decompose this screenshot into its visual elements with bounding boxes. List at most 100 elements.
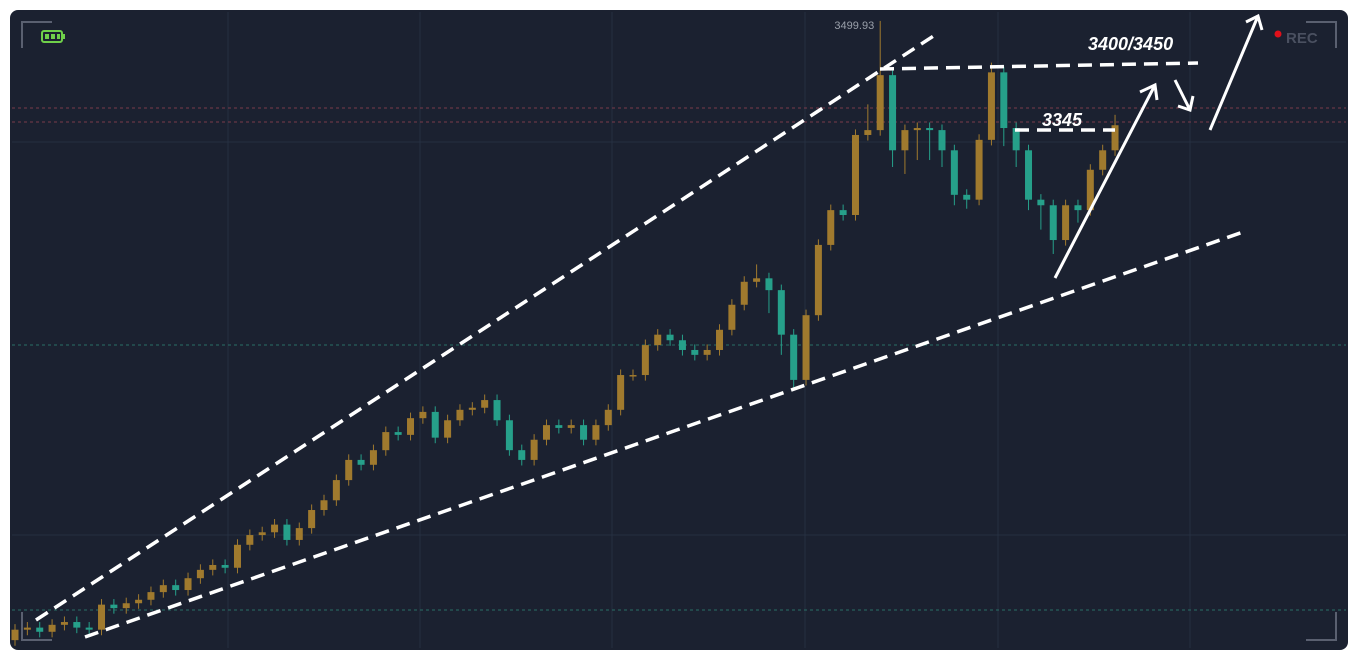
drawings <box>35 13 1264 639</box>
candle-body <box>122 603 130 609</box>
candle-body <box>60 622 68 625</box>
candle-body <box>617 375 625 410</box>
candle-body <box>1111 125 1119 151</box>
candle-body <box>530 439 538 460</box>
candle-body <box>926 128 934 131</box>
candle-body <box>431 411 439 438</box>
battery-icon <box>41 30 65 43</box>
candle-body <box>987 72 995 140</box>
candle-body <box>468 407 476 410</box>
arrow-up-final <box>1208 13 1264 131</box>
candle-body <box>851 134 859 215</box>
arrow-up <box>1053 82 1159 279</box>
candle-body <box>1000 72 1008 129</box>
frame-corners <box>21 21 1337 641</box>
candle-body <box>271 524 279 533</box>
candle-body <box>839 210 847 215</box>
grid <box>12 12 1346 648</box>
chart-panel <box>10 10 1348 650</box>
candle-body <box>1062 205 1070 241</box>
candle-body <box>913 128 921 131</box>
candle-body <box>135 599 143 604</box>
rec-dot <box>1274 30 1282 38</box>
candle-body <box>98 604 106 630</box>
candle-body <box>641 345 649 376</box>
candle-body <box>11 629 19 641</box>
candle-body <box>184 578 192 591</box>
candle-body <box>716 329 724 350</box>
candle-body <box>703 349 711 355</box>
candle-body <box>864 130 872 135</box>
candle-body <box>950 150 958 195</box>
candle-body <box>666 334 674 341</box>
candle-body <box>938 130 946 151</box>
lower-trendline <box>84 230 1244 639</box>
candle-body <box>1086 169 1094 211</box>
candles <box>11 20 1119 646</box>
candle-body <box>542 425 550 440</box>
candle-body <box>827 210 835 245</box>
annotation: 3345 <box>1042 110 1083 130</box>
candle-body <box>901 130 909 151</box>
candle-body <box>963 194 971 200</box>
candle-body <box>73 622 81 628</box>
candle-body <box>246 535 254 545</box>
candle-body <box>765 278 773 291</box>
candle-body <box>221 564 229 568</box>
candle-body <box>740 281 748 305</box>
candle-body <box>444 420 452 438</box>
candle-body <box>678 340 686 350</box>
candle-body <box>345 459 353 481</box>
candle-body <box>629 375 637 377</box>
candle-body <box>876 75 884 131</box>
candle-body <box>382 432 390 451</box>
candle-body <box>481 400 489 408</box>
candle-body <box>209 564 217 570</box>
candle-body <box>728 304 736 330</box>
candle-body <box>419 411 427 419</box>
candle-body <box>85 627 93 630</box>
candle-body <box>567 425 575 428</box>
candle-body <box>172 585 180 591</box>
candle-body <box>1049 205 1057 241</box>
candle-body <box>518 450 526 460</box>
candle-body <box>295 528 303 540</box>
candle-body <box>814 244 822 316</box>
candle-body <box>753 278 761 282</box>
candle-body <box>1025 150 1033 200</box>
candle-body <box>654 334 662 346</box>
candle-body <box>802 315 810 380</box>
annotation: 3400/3450 <box>1088 34 1173 54</box>
candle-body <box>159 585 167 593</box>
candle-body <box>23 627 31 630</box>
candle-body <box>1074 205 1082 211</box>
candle-body <box>790 334 798 380</box>
candle-body <box>308 510 316 529</box>
candle-body <box>196 569 204 579</box>
arrow-down <box>1173 79 1195 112</box>
candle-body <box>320 500 328 511</box>
candle-body <box>555 425 563 428</box>
resistance-line <box>879 61 1199 71</box>
candle-body <box>691 349 699 355</box>
candle-body <box>889 75 897 151</box>
candle-body <box>332 480 340 501</box>
candle-body <box>1037 199 1045 206</box>
candle-body <box>1099 150 1107 170</box>
upper-trendline <box>35 33 936 622</box>
candle-body <box>48 624 56 632</box>
candle-body <box>604 409 612 426</box>
candle-body <box>407 418 415 435</box>
candle-body <box>777 290 785 335</box>
candle-body <box>147 592 155 600</box>
candle-body <box>456 409 464 421</box>
candle-body <box>505 420 513 451</box>
rec-label: REC <box>1286 30 1318 47</box>
candle-body <box>975 139 983 200</box>
candle-body <box>283 524 291 540</box>
candle-body <box>369 450 377 465</box>
candle-body <box>493 400 501 421</box>
candle-body <box>233 544 241 568</box>
